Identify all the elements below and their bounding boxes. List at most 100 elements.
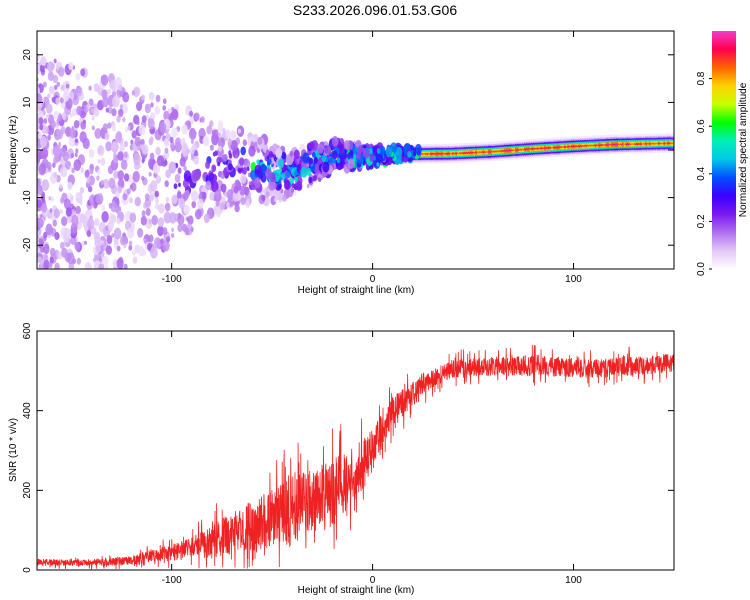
spectrogram-cell [59, 97, 64, 104]
spectrogram-cell [413, 151, 417, 157]
spectrogram-cell [129, 212, 137, 223]
spectrogram-cell [84, 262, 92, 269]
spectrogram-cell [122, 91, 130, 103]
spectrogram-cell [69, 165, 73, 171]
spectrogram-cell [321, 154, 327, 163]
spectrogram-cell [155, 175, 161, 184]
spectrogram-cell [105, 245, 112, 255]
spectrogram-cell [376, 148, 381, 155]
spectrogram-cell [93, 257, 97, 263]
spectrogram-cell [54, 232, 60, 240]
spectrogram-cell [75, 205, 81, 215]
spectrogram-cell [235, 153, 239, 159]
spectrogram-cell [228, 153, 233, 159]
spectrogram-cell [58, 141, 62, 148]
snr-frame [36, 330, 675, 571]
spectrogram-cell [155, 146, 161, 156]
spectrogram-cell [155, 94, 161, 103]
spectrogram-cell [158, 203, 165, 214]
spectrogram-cell [141, 175, 145, 181]
spectrogram-x-ticks: -100 0 100 [162, 31, 582, 285]
spectrogram-cell [117, 170, 125, 181]
spectrogram-cell [176, 191, 182, 199]
spectrogram-cell [82, 215, 87, 222]
spectrogram-cell [53, 171, 58, 179]
spectrogram-cell [278, 183, 282, 190]
spectrogram-cell [171, 194, 178, 205]
spectrogram-cell [179, 157, 186, 167]
spectrogram-cell [117, 151, 124, 161]
spectrogram-cell [309, 141, 315, 150]
spectrogram-cell [260, 173, 267, 183]
spectrogram-cell [332, 150, 338, 159]
spectrogram-cell [37, 158, 40, 165]
spectrogram-cell [140, 144, 145, 151]
spectrogram-cell [38, 163, 46, 176]
spectrogram-cell [43, 231, 48, 239]
spectrogram-cell [340, 152, 344, 158]
spectrogram-cell [41, 179, 50, 192]
spectrogram-cell [111, 233, 115, 238]
spectrogram-cell [65, 207, 72, 217]
spectrogram-cell [282, 194, 287, 202]
spectrogram-cell [67, 192, 72, 199]
spectrogram-cell [166, 236, 171, 243]
spectrogram-cell [177, 167, 182, 174]
spectrogram-cell [88, 149, 95, 158]
spectrogram-cell [46, 103, 53, 114]
spectrogram-cell [57, 129, 64, 140]
spectrogram-cell [101, 252, 105, 257]
spectrogram-cell [143, 238, 147, 243]
spectrogram-cell [174, 173, 181, 183]
spectrogram-cell [150, 180, 158, 192]
spectrogram-cell [79, 187, 85, 194]
spectrogram-cell [40, 56, 47, 66]
spectrogram-cell [191, 190, 199, 202]
colorbar-tick-label: 0.0 [696, 262, 707, 276]
spectrogram-cell [76, 105, 83, 116]
spectrogram-cell [86, 103, 91, 110]
spectrogram-cell [137, 245, 145, 257]
spectrogram-cell [105, 141, 112, 152]
spectrogram-cell [205, 161, 211, 169]
spectrogram-cell [149, 136, 154, 143]
spectrogram-cell [74, 152, 78, 158]
spectrogram-cell [105, 265, 109, 269]
spectrogram-cell [37, 256, 42, 264]
spectrogram-cell [256, 159, 260, 165]
spectrogram-cell [37, 93, 43, 104]
spectrogram-cell [71, 108, 77, 117]
spectrogram-cell [53, 208, 61, 219]
spectrogram-cell [347, 158, 355, 169]
spectrogram-x-label: Height of straight line (km) [298, 285, 415, 296]
spectrogram-cell [80, 167, 84, 174]
spectrogram-cell [74, 138, 79, 144]
spectrogram-cell [274, 197, 278, 202]
spectrogram-cell [53, 58, 57, 64]
snr-y-label: SNR (10 * v/v) [8, 418, 19, 482]
spectrogram-cell [182, 192, 188, 202]
spectrogram-cell [281, 151, 287, 160]
colorbar-tick-label: 0.8 [696, 71, 707, 85]
spectrogram-cell [160, 238, 164, 245]
spectrogram-cell [222, 128, 226, 133]
spectrogram-cell [108, 202, 113, 209]
snr-x-label: Height of straight line (km) [298, 585, 415, 596]
spectrogram-cell [217, 162, 221, 167]
spectrogram-cell [42, 81, 47, 88]
spectrogram-cell [71, 167, 75, 174]
spectrogram-cell [274, 175, 280, 183]
spectrogram-cell [113, 227, 122, 240]
spectrogram-cell [131, 130, 137, 139]
spectrogram-cell [39, 124, 44, 131]
spectrogram-y-tick-label: -10 [22, 190, 33, 205]
spectrogram-cell [73, 159, 82, 172]
spectrogram-cell [69, 196, 74, 203]
spectrogram-cell [150, 246, 158, 259]
spectrogram-cell [140, 215, 147, 226]
spectrogram-cell [230, 130, 237, 140]
spectrogram-cell [49, 115, 52, 121]
spectrogram-cell [110, 214, 117, 224]
spectrogram-cell [163, 138, 170, 147]
spectrogram-cell [293, 190, 297, 196]
